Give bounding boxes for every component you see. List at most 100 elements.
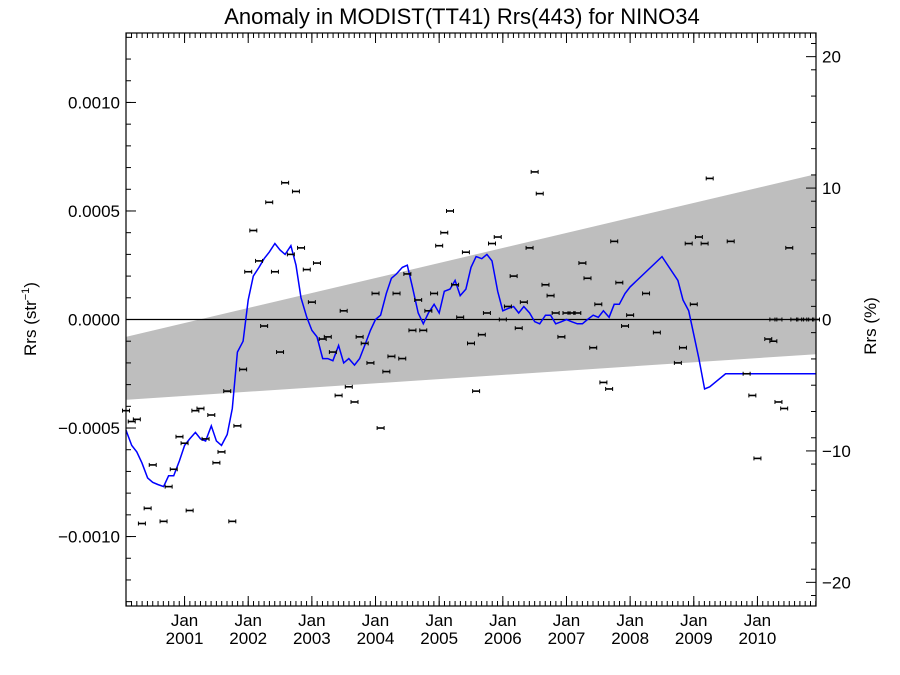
data-point [774, 317, 783, 322]
data-point [530, 169, 539, 174]
data-point [360, 341, 369, 346]
data-point [366, 360, 375, 365]
data-point [355, 334, 364, 339]
data-point [281, 180, 290, 185]
data-point [626, 313, 635, 318]
y-axis-right-label: Rrs (%) [861, 297, 880, 355]
y-right-tick-label: −10 [822, 442, 851, 461]
data-point [392, 291, 401, 296]
data-point [488, 241, 497, 246]
data-point [742, 371, 751, 376]
data-point [196, 406, 205, 411]
data-point [498, 317, 507, 322]
data-point [376, 426, 385, 431]
y-axis-left-label-sup: −1 [20, 288, 32, 301]
data-point [589, 345, 598, 350]
data-point [164, 484, 173, 489]
y-right-tick-label: 10 [822, 179, 841, 198]
data-point [249, 228, 258, 233]
data-point [371, 291, 380, 296]
y-right-tick-label: −20 [822, 573, 851, 592]
data-point [201, 436, 210, 441]
data-point [551, 310, 560, 315]
data-point [764, 337, 773, 342]
data-point [169, 467, 178, 472]
data-point [414, 297, 423, 302]
data-point [774, 399, 783, 404]
data-point [705, 176, 714, 181]
data-point [599, 380, 608, 385]
data-point [467, 341, 475, 346]
data-point [297, 245, 306, 250]
data-point [546, 293, 555, 298]
data-point [445, 208, 454, 213]
y-left-tick-label: 0.0010 [68, 93, 120, 112]
x-tick-label-year: 2006 [484, 629, 522, 648]
data-point [726, 239, 735, 244]
data-point [684, 241, 693, 246]
data-point [212, 460, 221, 465]
data-point [753, 456, 762, 461]
data-point [244, 269, 253, 274]
data-point [541, 282, 550, 287]
data-point [344, 384, 353, 389]
plot-frame [125, 32, 817, 607]
data-point [424, 308, 433, 313]
data-point [180, 441, 189, 446]
anomaly-line-layer [125, 242, 816, 488]
data-point [477, 332, 486, 337]
data-point [132, 417, 141, 422]
data-point [223, 389, 232, 394]
y-left-tick-label: 0.0000 [68, 311, 120, 330]
data-point [748, 393, 757, 398]
data-point [430, 291, 439, 296]
x-tick-label-year: 2008 [611, 629, 649, 648]
data-point [673, 360, 682, 365]
y-right-tick-label: 20 [822, 48, 841, 67]
data-point [307, 300, 316, 305]
y-axis-left-label: Rrs (str−1) [20, 282, 40, 356]
x-tick-label-year: 2009 [675, 629, 713, 648]
data-point [328, 350, 337, 355]
y-right-tick-label: 0 [822, 311, 831, 330]
x-tick-label-year: 2005 [420, 629, 458, 648]
data-point [191, 408, 200, 413]
data-point [493, 235, 502, 240]
data-point [185, 508, 194, 513]
data-point [419, 328, 428, 333]
data-point [387, 354, 396, 359]
axis-ticks-layer: −0.0010 −0.0005 0.0000 0.0005 0.0010 −20 −10 0 1… [58, 33, 851, 648]
data-point [440, 230, 449, 235]
x-tick-label-year: 2007 [548, 629, 586, 648]
y-axis-left-label-end: ) [21, 282, 40, 288]
data-point [472, 389, 481, 394]
data-point [573, 310, 582, 315]
x-tick-label-month: Jan [616, 611, 643, 630]
data-point [339, 308, 348, 313]
data-point [382, 369, 391, 374]
data-point [228, 519, 237, 524]
x-tick-label-year: 2001 [166, 629, 204, 648]
data-point [217, 449, 226, 454]
y-left-tick-label: 0.0005 [68, 202, 120, 221]
data-point [689, 302, 698, 307]
data-point [239, 367, 248, 372]
data-point [610, 239, 619, 244]
x-tick-label-month: Jan [744, 611, 771, 630]
x-tick-label-year: 2010 [739, 629, 777, 648]
x-tick-label-year: 2003 [293, 629, 331, 648]
x-tick-label-month: Jan [553, 611, 580, 630]
data-point [286, 252, 295, 257]
data-point [482, 310, 491, 315]
data-point [652, 330, 661, 335]
uncertainty-band [126, 174, 816, 400]
data-point [260, 324, 269, 329]
data-point [323, 334, 332, 339]
data-point [408, 328, 417, 333]
data-point [207, 413, 216, 417]
data-points-layer [122, 169, 820, 526]
data-point [265, 200, 274, 205]
data-point [615, 280, 624, 285]
data-point [514, 326, 523, 331]
data-point [127, 419, 136, 424]
